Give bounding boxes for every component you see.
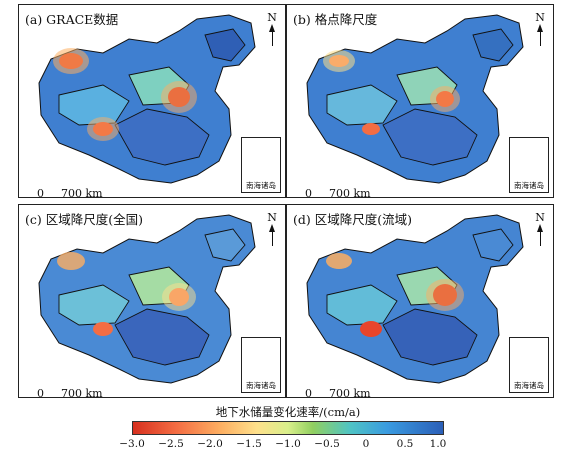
north-arrow-icon bbox=[269, 24, 275, 32]
north-arrow-icon bbox=[269, 224, 275, 232]
legend-tick: −2.5 bbox=[158, 438, 184, 450]
north-label: N bbox=[535, 11, 545, 24]
panel-title: (b) 格点降尺度 bbox=[293, 12, 378, 27]
china-map-b bbox=[306, 14, 524, 184]
china-map-c bbox=[38, 214, 256, 384]
scale-distance: 700 km bbox=[61, 187, 103, 198]
north-arrow: N bbox=[533, 211, 547, 246]
scale-zero: 0 bbox=[37, 187, 44, 198]
scale-zero: 0 bbox=[305, 387, 312, 398]
panel-title: (a) GRACE数据 bbox=[25, 12, 119, 27]
inset-label: 南海诸岛 bbox=[514, 381, 544, 390]
scale-distance: 700 km bbox=[329, 187, 371, 198]
legend-tick: −3.0 bbox=[119, 438, 145, 450]
north-arrow: N bbox=[265, 211, 279, 246]
north-arrow-icon bbox=[537, 224, 543, 232]
inset-label: 南海诸岛 bbox=[246, 181, 276, 190]
legend-tick: −0.5 bbox=[314, 438, 340, 450]
north-label: N bbox=[267, 11, 277, 24]
north-label: N bbox=[535, 211, 545, 224]
legend-title: 地下水储量变化速率/(cm/a) bbox=[215, 405, 361, 419]
map-panel-a: (a) GRACE数据 N 0 700 km 南海诸岛 bbox=[18, 4, 286, 198]
scale-distance: 700 km bbox=[329, 387, 371, 398]
south-china-sea-inset: 南海诸岛 bbox=[241, 337, 281, 393]
map-panel-d: (d) 区域降尺度(流域) N 0 700 km 南海诸岛 bbox=[286, 204, 554, 398]
north-arrow: N bbox=[533, 11, 547, 46]
legend-tick: 0 bbox=[362, 438, 370, 450]
inset-label: 南海诸岛 bbox=[246, 381, 276, 390]
map-panel-c: (c) 区域降尺度(全国) N 0 700 km 南海诸岛 bbox=[18, 204, 286, 398]
china-map-a bbox=[38, 14, 256, 184]
legend-tick: −1.0 bbox=[275, 438, 301, 450]
map-panel-b: (b) 格点降尺度 N 0 700 km 南海诸岛 bbox=[286, 4, 554, 198]
north-label: N bbox=[267, 211, 277, 224]
south-china-sea-inset: 南海诸岛 bbox=[509, 137, 549, 193]
north-arrow-icon bbox=[537, 24, 543, 32]
scale-distance: 700 km bbox=[61, 387, 103, 398]
china-map-d bbox=[306, 214, 524, 384]
inset-label: 南海诸岛 bbox=[514, 181, 544, 190]
south-china-sea-inset: 南海诸岛 bbox=[241, 137, 281, 193]
south-china-sea-inset: 南海诸岛 bbox=[509, 337, 549, 393]
legend-color-bar bbox=[132, 421, 444, 435]
panel-title: (c) 区域降尺度(全国) bbox=[25, 212, 143, 227]
legend-tick: 0.5 bbox=[396, 438, 414, 450]
scale-zero: 0 bbox=[305, 187, 312, 198]
legend-tick: 1.0 bbox=[429, 438, 447, 450]
legend-tick: −2.0 bbox=[197, 438, 223, 450]
north-arrow: N bbox=[265, 11, 279, 46]
legend-ticks: −3.0 −2.5 −2.0 −1.5 −1.0 −0.5 0 0.5 1.0 bbox=[119, 438, 447, 452]
panel-title: (d) 区域降尺度(流域) bbox=[293, 212, 412, 227]
scale-zero: 0 bbox=[37, 387, 44, 398]
legend-tick: −1.5 bbox=[236, 438, 262, 450]
